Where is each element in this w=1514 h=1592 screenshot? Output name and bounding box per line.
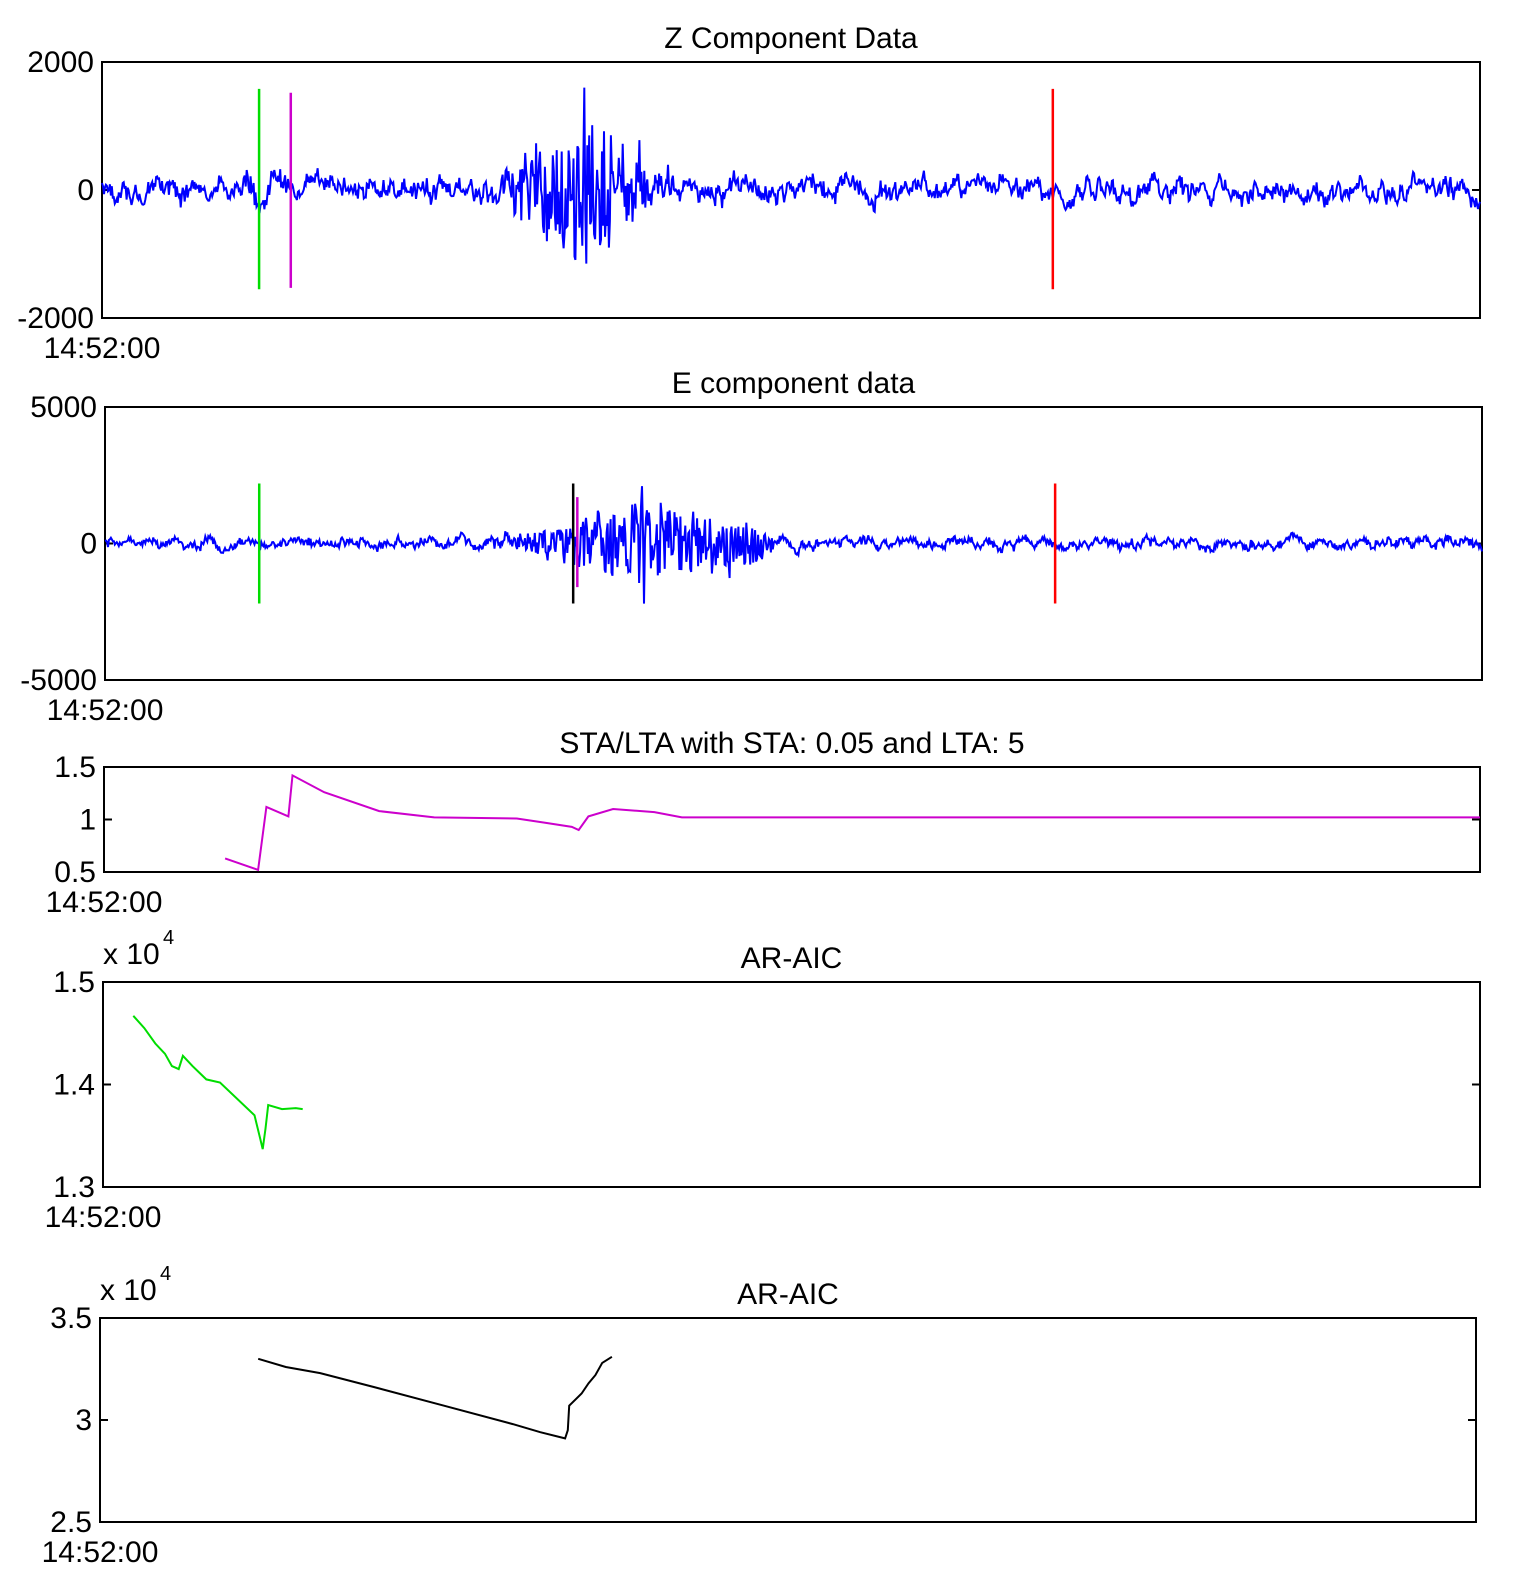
chart-title: E component data (672, 367, 916, 400)
axes-frame (99, 1317, 1477, 1523)
y-tick-label: 1.5 (53, 966, 95, 999)
axes-frame (103, 766, 1481, 873)
chart-title: AR-AIC (737, 1278, 839, 1311)
axis-exponent: x 10 (103, 938, 160, 971)
y-tick-label: 0 (77, 174, 94, 207)
x-tick-label: 14:52:00 (46, 886, 163, 919)
series-line (101, 87, 1481, 264)
y-tick-label: 0 (80, 528, 97, 561)
x-tick-label: 14:52:00 (47, 694, 164, 727)
x-tick-label: 14:52:00 (42, 1536, 159, 1569)
y-tick-label: 1.4 (53, 1069, 95, 1102)
y-tick-label: 1 (79, 804, 96, 837)
chart-title: Z Component Data (664, 22, 918, 55)
series-line (104, 486, 1483, 604)
x-tick-label: 14:52:00 (44, 332, 161, 365)
y-tick-label: 0.5 (54, 856, 96, 889)
axes-frame (102, 981, 1481, 1188)
axis-exponent-power: 4 (163, 927, 174, 949)
y-tick-label: 3 (75, 1404, 92, 1437)
subplot-ar-aic-1: AR-AIC x 10 4 1.5 1.4 1.314:52:00 (45, 927, 1481, 1234)
axis-exponent-power: 4 (160, 1263, 171, 1285)
series-line (132, 1015, 303, 1150)
series-line (257, 1355, 613, 1440)
y-tick-label: 5000 (30, 391, 97, 424)
y-tick-label: 1.5 (54, 751, 96, 784)
series-line (224, 773, 1480, 872)
y-tick-label: 2.5 (50, 1506, 92, 1539)
chart-title: AR-AIC (741, 942, 843, 975)
y-tick-label: -5000 (20, 664, 97, 697)
y-tick-label: 3.5 (50, 1302, 92, 1335)
chart-title: STA/LTA with STA: 0.05 and LTA: 5 (559, 727, 1024, 760)
y-tick-label: 1.3 (53, 1171, 95, 1204)
axis-exponent: x 10 (100, 1274, 157, 1307)
y-tick-label: -2000 (17, 302, 94, 335)
subplot-sta-lta: STA/LTA with STA: 0.05 and LTA: 5 1.5 1 0.5… (46, 727, 1481, 919)
x-tick-label: 14:52:00 (45, 1201, 162, 1234)
subplot-ar-aic-2: AR-AIC x 10 4 3.5 3 2.514:52:00 (42, 1263, 1477, 1569)
y-tick-label: 2000 (27, 46, 94, 79)
